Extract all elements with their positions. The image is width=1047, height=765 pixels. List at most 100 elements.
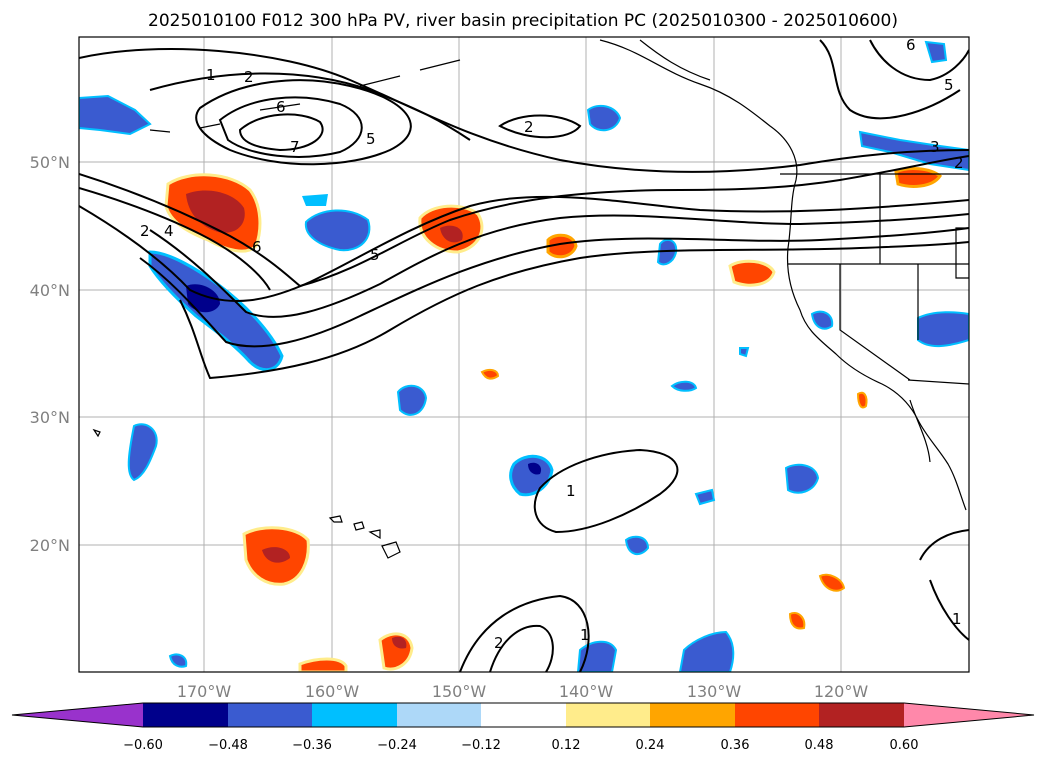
precip-neg-region [656, 238, 678, 266]
map-content: 1 2 6 7 5 2 4 2 6 5 3 2 6 5 1 2 1 1 [79, 36, 969, 672]
contour-label: 4 [164, 222, 174, 240]
precip-neg-region [924, 40, 948, 64]
colorbar-extension-max [904, 703, 1034, 727]
precip-neg-region [168, 653, 188, 668]
lon-label: 120°W [814, 682, 869, 701]
precip-neg-region [917, 311, 969, 347]
precip-neg-region [670, 380, 698, 392]
precip-neg-region [304, 209, 371, 252]
colorbar-extension-min [12, 703, 143, 727]
precip-pos-region [298, 657, 348, 672]
contour-label: 2 [140, 222, 150, 240]
lat-label: 50°N [30, 153, 70, 172]
pv-contour-line [179, 241, 969, 380]
contour-label: 2 [954, 154, 964, 172]
lon-label: 150°W [432, 682, 487, 701]
colorbar-tick-label: −0.60 [123, 738, 163, 753]
contour-label: 2 [244, 68, 254, 86]
baja-coast [909, 399, 931, 463]
contour-label: 7 [290, 138, 300, 156]
colorbar-segment [819, 703, 904, 727]
map-area [79, 37, 969, 672]
lon-label: 130°W [687, 682, 742, 701]
precip-pos-core [440, 225, 463, 243]
precip-pos-region [818, 573, 846, 592]
pv-contour-line [79, 187, 271, 291]
colorbar-segment [566, 703, 650, 727]
island [92, 428, 101, 438]
island [381, 541, 401, 559]
precip-neg-region [624, 535, 650, 556]
state-border [955, 227, 969, 279]
contour-label: 5 [370, 246, 380, 264]
colorbar-ticks: −0.60 −0.48 −0.36 −0.24 −0.12 0.12 0.24 … [123, 738, 918, 753]
west-coast [599, 39, 967, 511]
precip-pos-core [262, 547, 290, 563]
pv-contour-line [929, 579, 969, 641]
precip-neg-region [586, 104, 622, 132]
colorbar-segment [228, 703, 312, 727]
precip-pos-region [480, 368, 500, 380]
pv-contour-line [149, 72, 471, 141]
colorbar-tick-label: −0.36 [292, 738, 332, 753]
contour-label: 3 [930, 138, 940, 156]
coastlines [92, 39, 969, 559]
pv-contour-line [489, 624, 554, 672]
pv-contour-line [238, 113, 324, 152]
colorbar-tick-label: 0.12 [552, 738, 581, 753]
colorbar-outline [11, 702, 1035, 728]
contour-label: 1 [580, 626, 590, 644]
colorbar-tick-label: −0.24 [377, 738, 417, 753]
pv-contour-line [533, 448, 679, 534]
contour-label: 6 [906, 36, 916, 54]
latitude-labels: 50°N 40°N 30°N 20°N [30, 153, 70, 555]
pv-contour-line [79, 155, 969, 288]
longitude-labels: 170°W 160°W 150°W 140°W 130°W 120°W [177, 682, 869, 701]
contour-label: 1 [566, 482, 576, 500]
precipitation-shading [79, 40, 969, 672]
contour-label: 5 [944, 76, 954, 94]
lon-label: 160°W [305, 682, 360, 701]
us-mexico-border [907, 379, 969, 385]
colorbar-tick-label: 0.60 [890, 738, 919, 753]
colorbar: −0.60 −0.48 −0.36 −0.24 −0.12 0.12 0.24 … [11, 702, 1035, 753]
precip-neg-region [127, 423, 158, 482]
precip-neg-region [810, 310, 834, 330]
pv-contour-line [149, 213, 969, 318]
aleutian-islands [149, 59, 461, 133]
island [353, 521, 365, 531]
lat-label: 40°N [30, 281, 70, 300]
contour-label: 5 [366, 130, 376, 148]
colorbar-segment [650, 703, 735, 727]
precip-pos-region [856, 391, 868, 409]
colorbar-tick-label: 0.36 [721, 738, 750, 753]
colorbar-segment [312, 703, 397, 727]
colorbar-tick-label: 0.48 [805, 738, 834, 753]
contour-label: 2 [494, 634, 504, 652]
pv-contour-line [459, 594, 590, 672]
lon-label: 140°W [559, 682, 614, 701]
precip-pos-region [894, 167, 943, 188]
contour-label: 2 [524, 118, 534, 136]
precip-neg-region [79, 94, 152, 136]
colorbar-segment [481, 703, 566, 727]
precip-neg-region [396, 384, 428, 416]
precip-neg-core [528, 462, 542, 475]
lat-label: 20°N [30, 536, 70, 555]
pv-contour-line [919, 529, 969, 561]
colorbar-segment [735, 703, 819, 727]
pv-contours [79, 39, 969, 672]
pv-contour-line [139, 227, 969, 348]
pv-contour-line [498, 114, 582, 139]
map-title: 2025010100 F012 300 hPa PV, river basin … [148, 11, 898, 31]
pv-contour-line [195, 79, 412, 166]
precip-neg-region [302, 194, 328, 206]
lat-label: 30°N [30, 408, 70, 427]
island [328, 515, 343, 523]
contour-label: 1 [952, 610, 962, 628]
pv-contour-line [869, 39, 969, 82]
lon-label: 170°W [177, 682, 232, 701]
island [368, 529, 381, 540]
colorbar-segment [397, 703, 481, 727]
